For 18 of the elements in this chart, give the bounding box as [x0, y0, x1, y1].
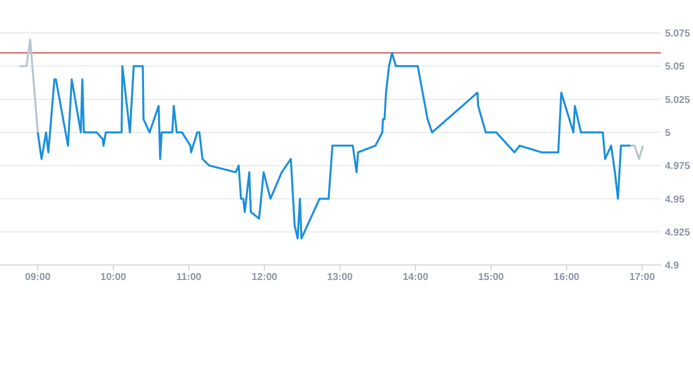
y-tick-label: 5.05 — [665, 62, 685, 73]
x-tick-label: 09:00 — [24, 272, 51, 284]
y-tick-label: 4.9 — [665, 260, 680, 272]
y-tick-label: 5 — [665, 128, 671, 139]
x-tick-label: 12:00 — [252, 272, 278, 284]
y-tick-label: 5.025 — [665, 94, 690, 106]
x-tick-label: 10:00 — [100, 272, 127, 284]
x-tick-label: 15:00 — [478, 272, 504, 284]
x-tick-label: 17:00 — [629, 272, 656, 284]
y-tick-label: 4.925 — [665, 227, 690, 238]
line-series — [36, 52, 632, 240]
x-tick-label: 16:00 — [554, 272, 580, 284]
x-tick-label: 11:00 — [176, 272, 202, 284]
x-tick-label: 13:00 — [327, 272, 354, 284]
y-tick-label: 4.95 — [665, 194, 685, 206]
x-tick-label: 14:00 — [402, 272, 429, 284]
y-tick-label: 4.975 — [665, 161, 690, 172]
y-tick-label: 5.075 — [665, 28, 690, 40]
